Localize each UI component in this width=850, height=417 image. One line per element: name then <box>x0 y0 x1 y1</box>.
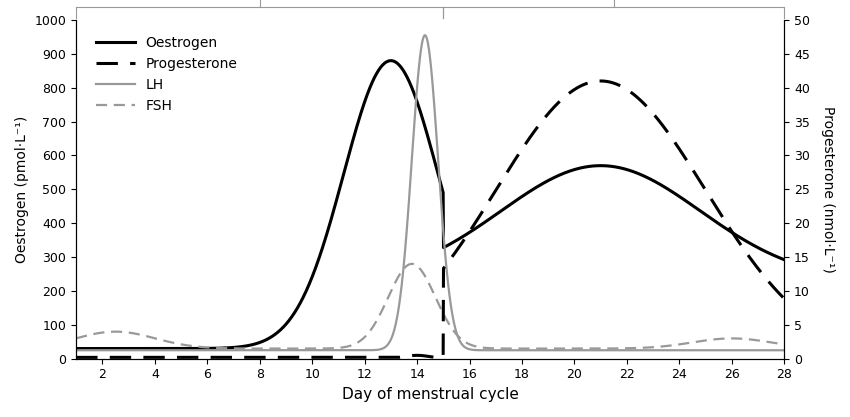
Line: FSH: FSH <box>76 264 785 349</box>
Line: Progesterone: Progesterone <box>76 81 785 357</box>
Line: Oestrogen: Oestrogen <box>76 60 785 349</box>
Progesterone <box>416 353 426 358</box>
Oestrogen <box>416 111 426 116</box>
Progesterone <box>107 355 117 360</box>
FSH <box>779 342 790 347</box>
LH <box>629 348 639 353</box>
Line: LH: LH <box>76 35 785 350</box>
LH <box>779 348 790 353</box>
Oestrogen <box>386 58 396 63</box>
FSH <box>407 261 417 266</box>
FSH <box>397 269 407 274</box>
Oestrogen <box>107 346 117 351</box>
FSH <box>759 339 769 344</box>
LH <box>397 282 407 287</box>
FSH <box>71 336 82 341</box>
Y-axis label: Oestrogen (pmol·L⁻¹): Oestrogen (pmol·L⁻¹) <box>15 116 29 263</box>
Oestrogen <box>397 66 407 71</box>
Progesterone <box>759 274 769 279</box>
Oestrogen <box>779 257 790 262</box>
LH <box>420 33 430 38</box>
FSH <box>759 339 769 344</box>
Oestrogen <box>71 346 82 351</box>
X-axis label: Day of menstrual cycle: Day of menstrual cycle <box>342 387 518 402</box>
Oestrogen <box>759 248 769 253</box>
Progesterone <box>759 273 769 278</box>
LH <box>416 51 426 56</box>
FSH <box>416 267 426 272</box>
FSH <box>107 329 117 334</box>
Oestrogen <box>759 248 769 253</box>
LH <box>759 348 769 353</box>
Progesterone <box>629 92 639 97</box>
FSH <box>629 346 639 351</box>
Oestrogen <box>629 169 639 174</box>
Progesterone <box>397 354 407 359</box>
Progesterone <box>596 78 606 83</box>
LH <box>71 348 82 353</box>
Y-axis label: Progesterone (nmol·L⁻¹): Progesterone (nmol·L⁻¹) <box>821 106 835 273</box>
Progesterone <box>71 355 82 360</box>
FSH <box>535 346 545 351</box>
Legend: Oestrogen, Progesterone, LH, FSH: Oestrogen, Progesterone, LH, FSH <box>90 30 243 118</box>
Progesterone <box>779 296 790 301</box>
LH <box>759 348 769 353</box>
LH <box>107 348 117 353</box>
